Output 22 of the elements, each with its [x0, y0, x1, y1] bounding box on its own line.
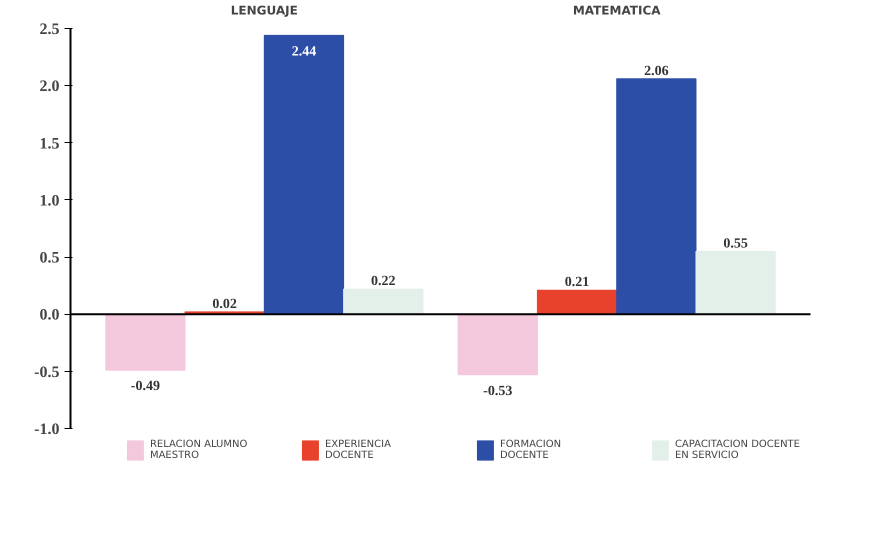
- data-label: 0.22: [370, 274, 396, 290]
- legend-label: RELACION ALUMNO MAESTRO: [150, 438, 248, 462]
- legend-label: CAPACITACION DOCENTE EN SERVICIO: [674, 438, 800, 462]
- data-label: 0.55: [723, 236, 748, 252]
- x-tick-label: LENGUAJE: [230, 4, 298, 18]
- y-tick-label: -1.0: [34, 421, 60, 438]
- data-label: 2.44: [292, 44, 316, 60]
- data-label: -0.53: [483, 384, 512, 399]
- y-tick-label: 1.5: [40, 135, 60, 152]
- y-tick-label: 2.0: [40, 78, 60, 96]
- data-label: -0.49: [130, 379, 160, 394]
- x-tick-label: MATEMATICA: [572, 4, 662, 18]
- y-tick-label: -0.5: [34, 364, 60, 381]
- data-label: 0.02: [212, 296, 237, 312]
- y-tick-label: 0.5: [40, 250, 60, 267]
- y-tick-label: 2.5: [40, 21, 60, 38]
- data-label: 0.21: [564, 275, 590, 290]
- legend-label: FORMACION DOCENTE: [500, 438, 562, 462]
- legend-label: EXPERIENCIA DOCENTE: [324, 438, 392, 462]
- y-tick-label: 1.0: [40, 192, 60, 210]
- y-tick-label: 0.0: [40, 306, 60, 324]
- data-label: 2.06: [644, 64, 669, 79]
